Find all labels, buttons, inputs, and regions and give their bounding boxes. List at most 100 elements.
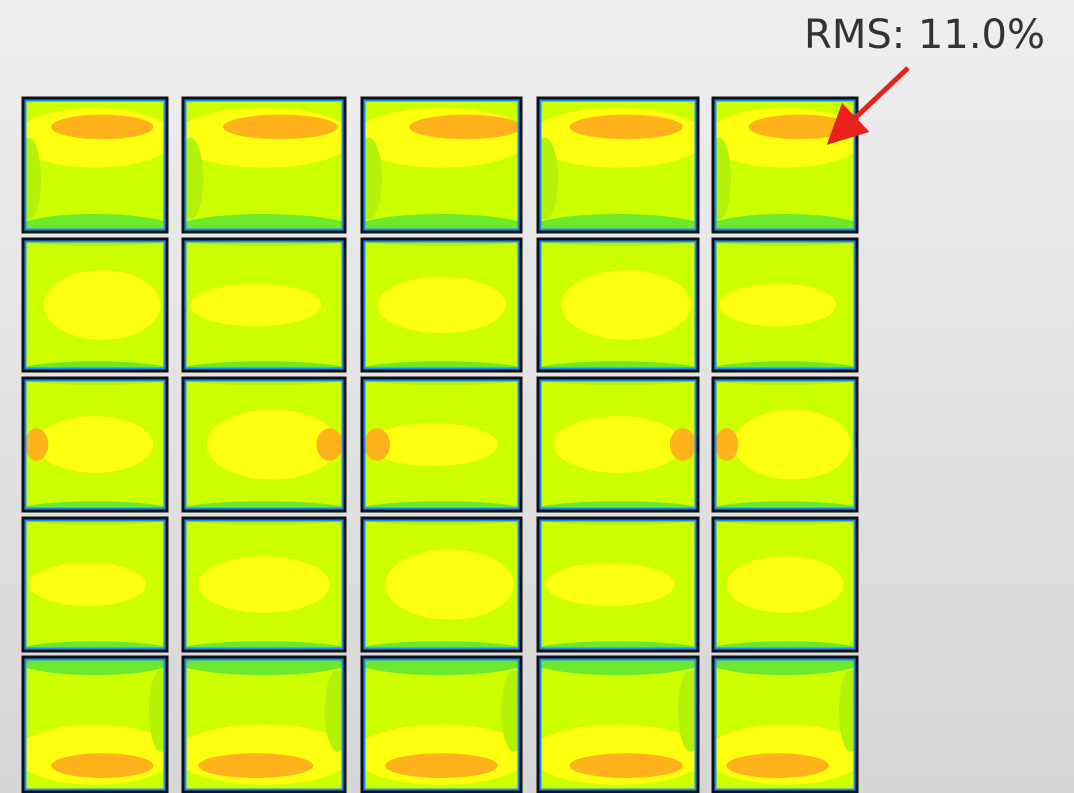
contour-band (223, 114, 338, 140)
contour-tile (22, 656, 168, 793)
contour-band (726, 556, 844, 613)
contour-tile (712, 517, 858, 652)
tile-edge (23, 518, 167, 651)
contour-tile (182, 97, 346, 233)
tile-edge (362, 657, 521, 792)
tile-edge (713, 239, 857, 371)
contour-band (748, 114, 851, 140)
tile-edge (713, 378, 857, 511)
contour-tile (182, 656, 346, 793)
contour-band (719, 283, 837, 327)
tile-border (181, 96, 347, 234)
contour-band (51, 753, 154, 778)
contour-band (377, 276, 506, 334)
rms-annotation: RMS: 11.0% (804, 12, 1045, 58)
contour-band (569, 114, 683, 140)
contour-tile (712, 238, 858, 372)
tile-edge (183, 657, 345, 792)
contour-band (198, 556, 330, 613)
contour-band (361, 137, 382, 220)
tile-border (21, 376, 169, 513)
contour-band (316, 428, 343, 461)
arrow (826, 66, 910, 145)
tile-edge (538, 239, 698, 371)
tile-edge (362, 378, 521, 511)
contour-tile (712, 377, 858, 512)
contour-band (712, 137, 731, 220)
tile-edge (23, 657, 167, 792)
contour-band (409, 114, 522, 140)
contour-band (361, 656, 522, 676)
contour-band (385, 549, 514, 620)
contour-tile (182, 238, 346, 372)
contour-band (501, 669, 522, 752)
contour-band (369, 422, 498, 467)
tile-edge (183, 239, 345, 371)
contour-tile (712, 97, 858, 233)
tile-border (181, 237, 347, 373)
tile-border (21, 96, 169, 234)
tile-edge (713, 518, 857, 651)
tile-border (21, 516, 169, 653)
contour-tile (537, 656, 699, 793)
contour-grid (21, 96, 859, 793)
contour-tile (182, 517, 346, 652)
tile-edge (538, 378, 698, 511)
tile-border (711, 376, 859, 513)
contour-tile (712, 656, 858, 793)
tile-border (536, 655, 700, 793)
tile-border (711, 237, 859, 373)
contour-tile (537, 238, 699, 372)
tile-edge (183, 378, 345, 511)
tile-edge (713, 657, 857, 792)
tile-border (360, 376, 523, 513)
contour-band (22, 656, 168, 676)
tile-edge (183, 518, 345, 651)
contour-band (545, 562, 675, 607)
contour-band (22, 137, 41, 220)
tile-border (536, 237, 700, 373)
contour-tile (361, 656, 522, 793)
contour-tile (22, 517, 168, 652)
contour-band (51, 114, 154, 140)
contour-band (385, 753, 498, 778)
tile-edge (183, 98, 345, 232)
contour-band (714, 428, 739, 461)
contour-band (43, 270, 161, 340)
contour-band (561, 270, 691, 340)
contour-band (839, 669, 858, 752)
contour-band (537, 213, 699, 233)
contour-tile (22, 238, 168, 372)
contour-tile (182, 377, 346, 512)
tile-border (181, 655, 347, 793)
contour-band (569, 753, 683, 778)
tile-border (181, 376, 347, 513)
contour-band (182, 213, 346, 233)
tile-border (21, 237, 169, 373)
tile-edge (23, 378, 167, 511)
tile-edge (362, 98, 521, 232)
contour-band (712, 656, 858, 676)
tile-border (536, 376, 700, 513)
tile-edge (362, 239, 521, 371)
contour-band (726, 753, 829, 778)
contour-tile (361, 377, 522, 512)
contour-band (182, 137, 204, 220)
tile-border (536, 516, 700, 653)
contour-tile (361, 238, 522, 372)
contour-band (149, 669, 168, 752)
contour-band (364, 428, 390, 461)
contour-tile (22, 97, 168, 233)
contour-band (733, 409, 851, 480)
tile-edge (538, 98, 698, 232)
contour-tile (537, 517, 699, 652)
contour-tile (22, 377, 168, 512)
contour-band (22, 213, 168, 233)
tile-border (711, 655, 859, 793)
contour-tile (361, 517, 522, 652)
tile-border (536, 96, 700, 234)
tile-border (360, 655, 523, 793)
tile-edge (538, 518, 698, 651)
tile-edge (23, 239, 167, 371)
